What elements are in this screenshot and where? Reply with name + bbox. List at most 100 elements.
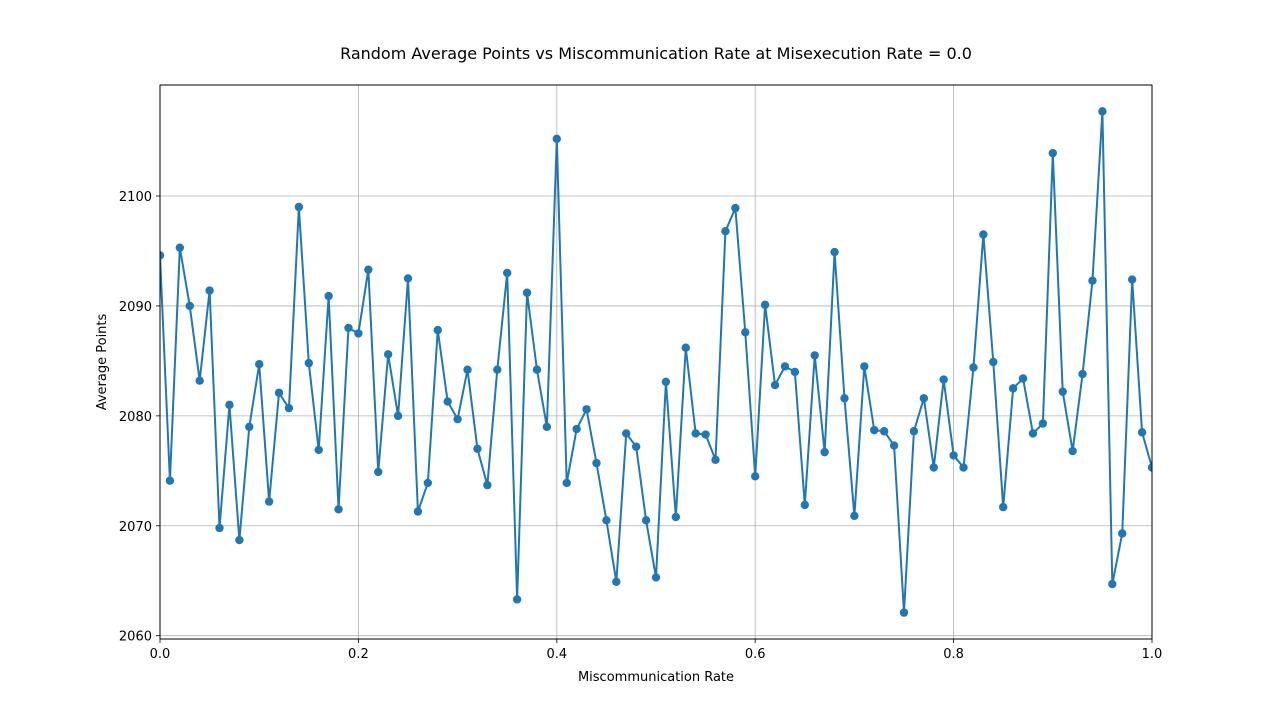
data-point: [354, 329, 363, 338]
data-point: [453, 414, 462, 424]
data-point: [294, 202, 304, 212]
data-point: [721, 226, 730, 236]
data-point: [364, 265, 373, 274]
data-point: [324, 291, 333, 301]
data-point: [522, 288, 532, 297]
data-point: [235, 535, 244, 545]
data-point: [245, 422, 254, 432]
series-line-group: [160, 107, 1152, 617]
data-point: [185, 301, 194, 311]
data-point: [1048, 148, 1058, 158]
x-tick-label: 0.0: [150, 647, 171, 662]
data-point: [175, 243, 185, 252]
x-tick-label: 0.6: [745, 647, 766, 662]
data-point: [1038, 419, 1048, 428]
data-point: [423, 478, 433, 488]
data-point: [503, 268, 512, 278]
data-point: [205, 286, 214, 295]
x-tick-label: 0.4: [546, 647, 567, 662]
data-point: [314, 445, 323, 455]
data-point: [195, 376, 204, 385]
data-point: [344, 323, 353, 333]
data-point: [264, 497, 274, 506]
y-tick-label: 2090: [119, 300, 152, 315]
data-point: [840, 394, 849, 403]
data-point: [810, 351, 819, 360]
data-point: [403, 274, 413, 283]
y-axis-label: Average Points: [95, 313, 110, 410]
data-point: [1118, 529, 1127, 538]
data-point: [999, 502, 1008, 512]
data-point: [711, 455, 720, 465]
data-point: [602, 516, 611, 525]
data-point: [701, 430, 710, 439]
data-point: [304, 358, 313, 368]
y-tick-label: 2060: [119, 630, 152, 645]
data-point: [939, 375, 948, 384]
data-point: [909, 427, 919, 436]
data-point: [969, 363, 978, 372]
data-point: [493, 365, 502, 374]
x-tick-label: 1.0: [1142, 647, 1163, 662]
y-tick-label: 2080: [119, 410, 152, 425]
data-point: [1108, 579, 1117, 589]
data-point: [751, 472, 760, 481]
data-point: [889, 441, 899, 450]
data-point: [1098, 107, 1107, 116]
data-point: [979, 230, 988, 239]
data-point: [661, 377, 671, 386]
data-point: [463, 365, 472, 374]
data-point: [215, 523, 224, 533]
data-point: [631, 442, 641, 451]
data-point: [780, 362, 790, 371]
data-point: [949, 451, 958, 460]
data-point: [1078, 369, 1087, 379]
data-point: [731, 203, 740, 213]
data-point: [433, 325, 442, 335]
y-tick-label: 2100: [119, 190, 152, 205]
data-point: [542, 422, 552, 432]
data-point: [1028, 429, 1038, 438]
data-point: [552, 134, 561, 144]
data-point: [989, 357, 998, 367]
data-point: [681, 343, 690, 352]
data-point: [483, 480, 492, 490]
data-point: [592, 458, 601, 468]
data-point: [820, 447, 829, 457]
data-point: [899, 608, 909, 617]
data-point: [393, 411, 403, 421]
data-point: [1137, 428, 1147, 437]
data-point: [830, 247, 839, 257]
data-point: [622, 429, 631, 438]
data-point: [870, 425, 879, 435]
data-point: [651, 573, 661, 582]
data-point: [860, 362, 869, 371]
data-point: [562, 478, 571, 488]
data-point: [334, 505, 343, 514]
data-point: [760, 300, 770, 310]
data-point: [691, 429, 700, 438]
data-point: [274, 388, 284, 397]
data-point: [1018, 374, 1028, 383]
data-point: [741, 328, 750, 337]
data-point: [383, 350, 393, 359]
data-point: [879, 427, 889, 436]
data-point: [850, 511, 859, 521]
data-point: [919, 394, 929, 403]
data-point: [255, 360, 264, 369]
data-point: [959, 463, 968, 472]
data-point: [1088, 276, 1097, 285]
data-point: [160, 251, 165, 260]
data-point: [1068, 446, 1077, 456]
y-tick-label: 2070: [119, 520, 152, 535]
data-point: [790, 367, 800, 377]
data-point: [1147, 463, 1152, 472]
data-point: [671, 512, 681, 522]
series-clip-group: [160, 107, 1152, 617]
data-point: [612, 577, 621, 587]
chart-title: Random Average Points vs Miscommunicatio…: [340, 44, 972, 63]
axis-ticks: 0.0 0.2 0.4 0.6 0.8 1.0 2060 2070 2080 2090 2100: [119, 190, 1162, 662]
data-point: [572, 424, 581, 434]
